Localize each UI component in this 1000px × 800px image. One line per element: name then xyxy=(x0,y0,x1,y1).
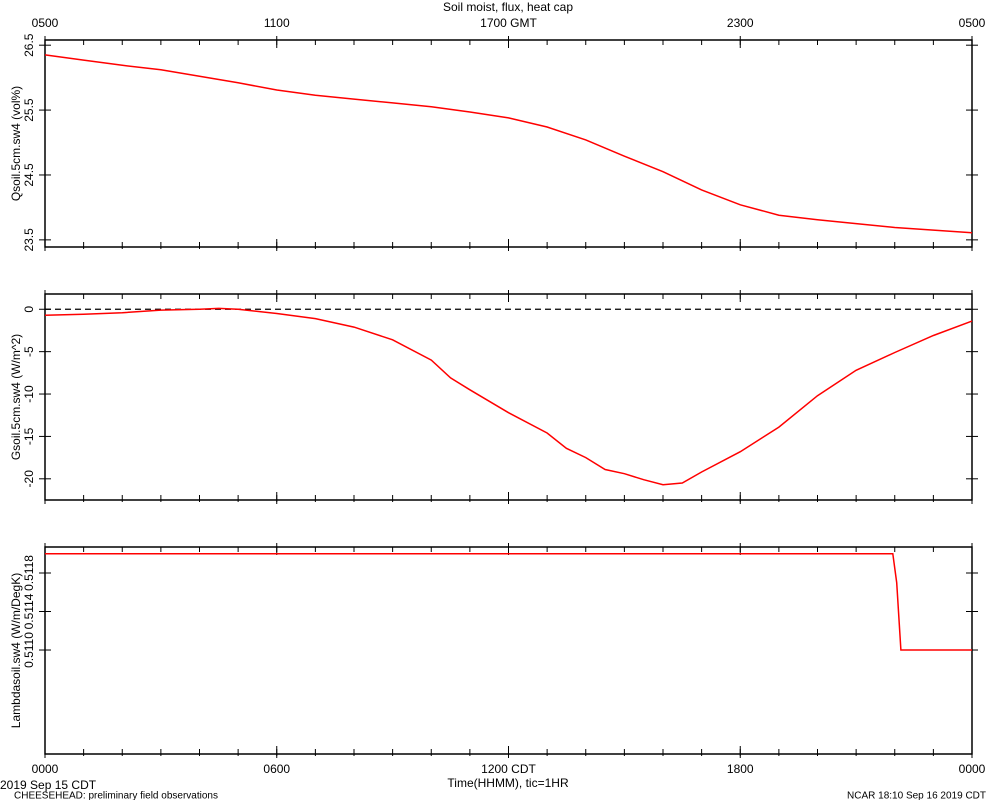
y-tick-label: 24.5 xyxy=(22,163,36,187)
x-tick-label: 1200 CDT xyxy=(481,762,536,776)
x2-tick-label: 1700 GMT xyxy=(480,16,537,30)
plot-frame xyxy=(44,546,973,755)
y-tick-label: -15 xyxy=(22,427,36,445)
x2-tick-label: 1100 xyxy=(264,16,290,30)
y-axis-label: Lambdasoil.sw4 (W/m/DegK) xyxy=(9,573,23,728)
data-line xyxy=(44,54,973,234)
chart-title: Soil moist, flux, heat cap xyxy=(443,0,573,14)
project-label: CHEESEHEAD: preliminary field observatio… xyxy=(14,791,218,800)
y-axis-label: Qsoil.5cm.sw4 (vol%) xyxy=(9,86,23,201)
x-tick-label: 1800 xyxy=(727,762,754,776)
plot-frame xyxy=(44,293,973,501)
y-tick-label: -10 xyxy=(22,385,36,403)
y-tick-label: 0.5110 xyxy=(22,632,36,668)
x2-tick-label: 0500 xyxy=(32,16,59,30)
y-tick-label: -20 xyxy=(22,470,36,488)
x-tick-label: 0600 xyxy=(263,762,290,776)
x-tick-label: 0000 xyxy=(959,762,986,776)
data-line xyxy=(45,552,972,651)
y-tick-label: 25.5 xyxy=(22,98,36,122)
plot-frame xyxy=(44,39,973,248)
x-tick-label: 0000 xyxy=(32,762,59,776)
y-axis-label: Gsoil.5cm.sw4 (W/m^2) xyxy=(9,334,23,460)
y-tick-label: 0 xyxy=(22,306,36,313)
x2-tick-label: 2300 xyxy=(727,16,754,30)
date-label: 2019 Sep 15 CDT xyxy=(0,778,97,792)
stamp-label: NCAR 18:10 Sep 16 2019 CDT xyxy=(847,791,986,800)
y-tick-label: 0.5114 xyxy=(22,593,36,629)
x2-tick-label: 0500 xyxy=(959,16,986,30)
y-tick-label: 26.5 xyxy=(22,33,36,57)
data-line xyxy=(44,307,973,486)
y-tick-label: 23.5 xyxy=(22,228,36,252)
y-tick-label: 0.5118 xyxy=(22,555,36,591)
x-axis-label: Time(HHMM), tic=1HR xyxy=(447,776,569,790)
y-tick-label: -5 xyxy=(22,346,36,357)
